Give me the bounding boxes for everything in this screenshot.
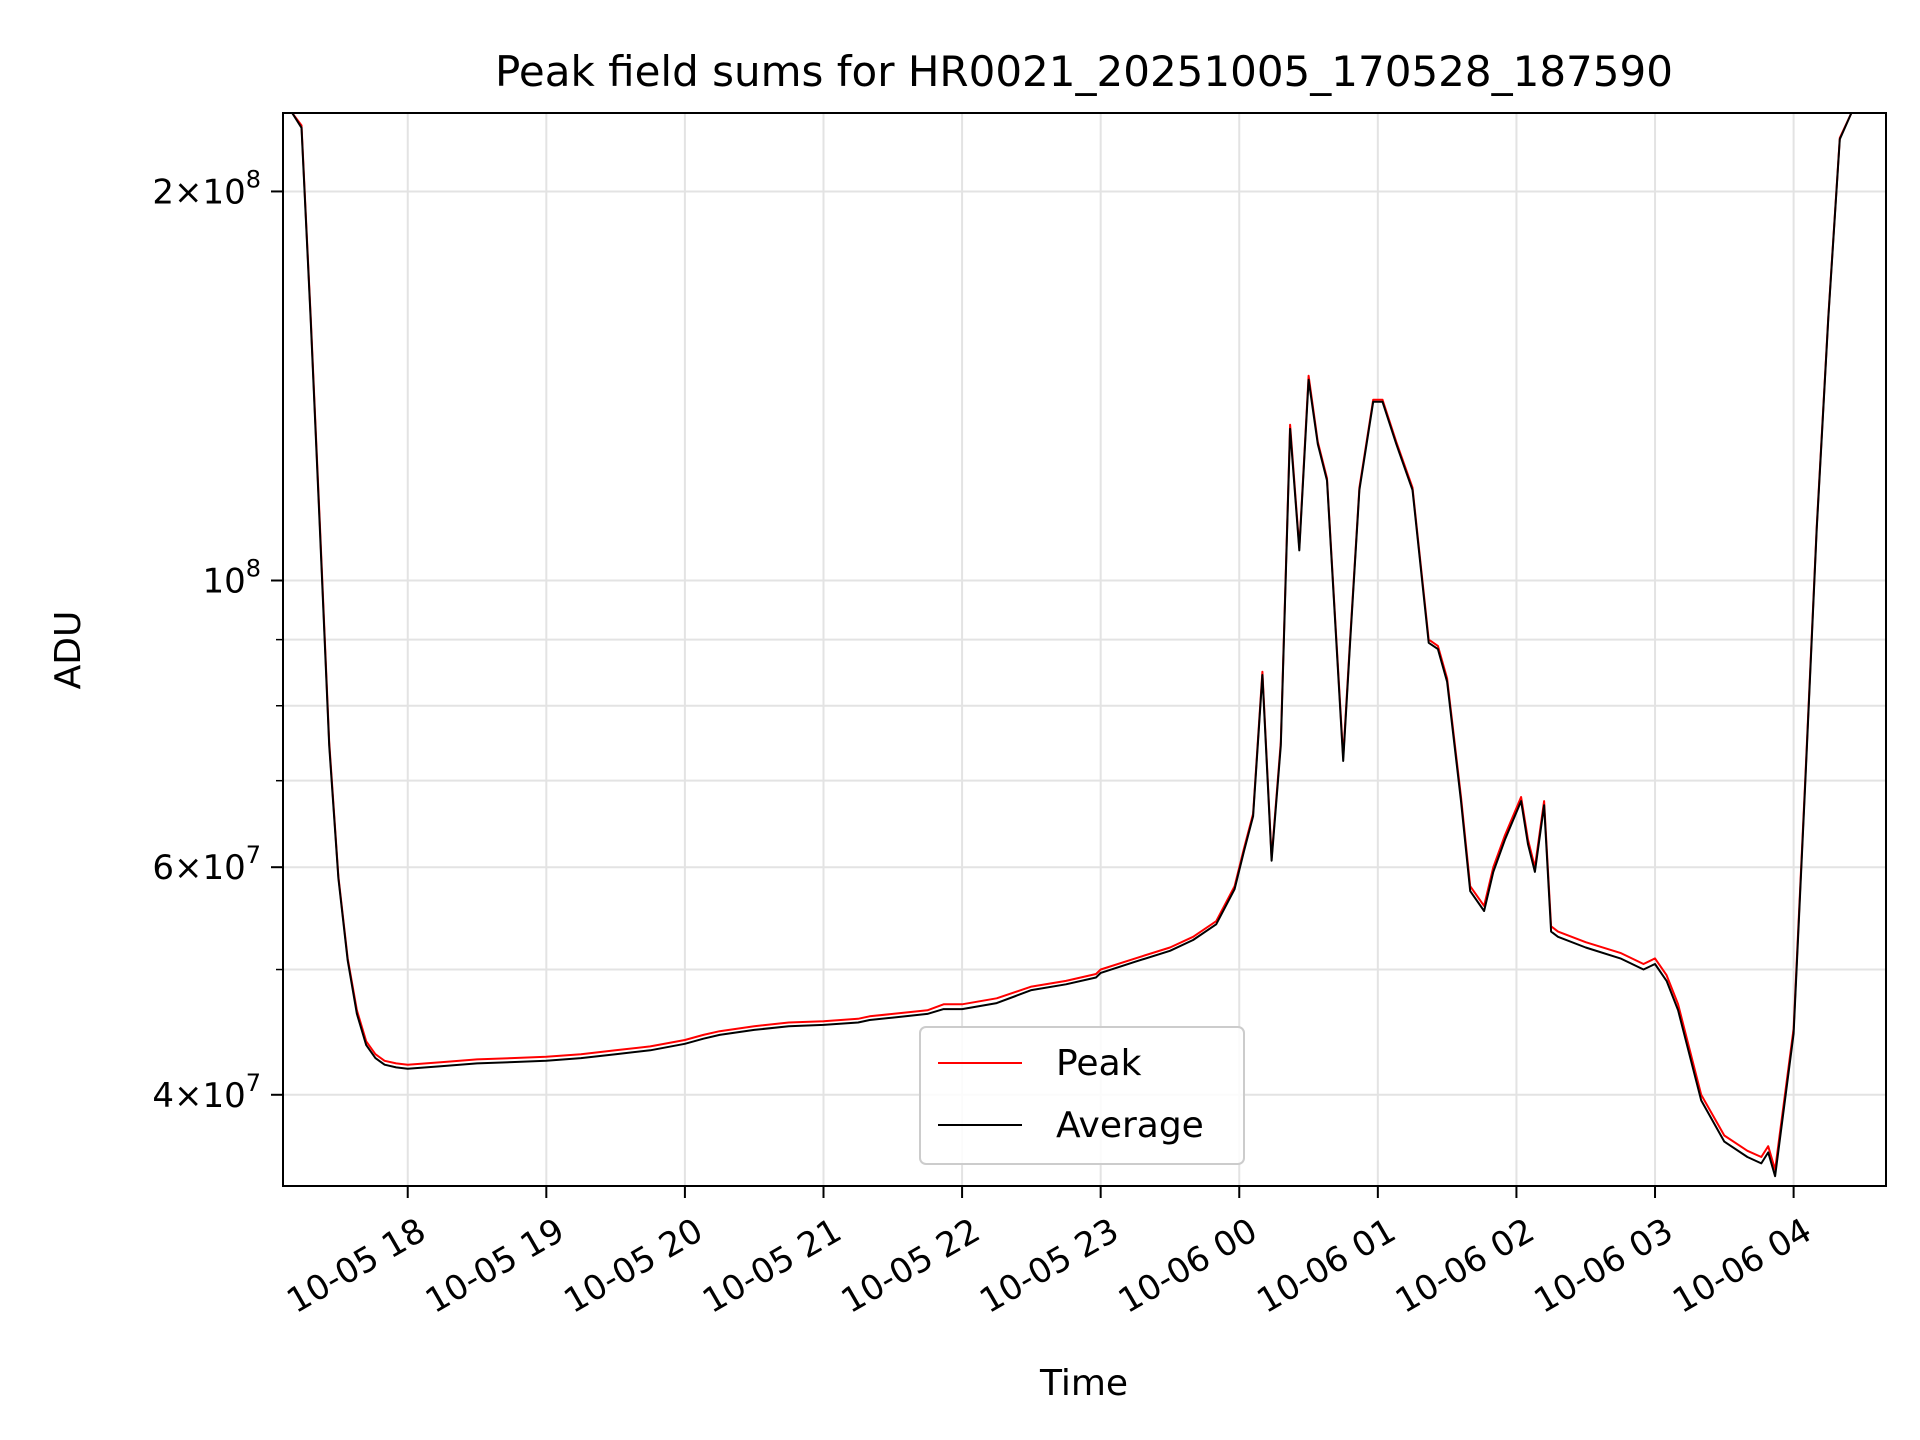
y-tick-label: 4×107 — [152, 1069, 261, 1116]
series-layer — [283, 113, 1886, 1178]
y-tick-label: 108 — [202, 554, 261, 601]
y-axis-label: ADU — [48, 611, 89, 690]
legend: Peak Average — [919, 1026, 1245, 1165]
plot-frame — [282, 112, 1887, 1187]
chart-title: Peak field sums for HR0021_20251005_1705… — [495, 47, 1673, 96]
legend-box — [919, 1026, 1245, 1165]
legend-label-average: Average — [1056, 1105, 1204, 1146]
series-line-average — [283, 113, 1886, 1178]
x-axis-label: Time — [1039, 1363, 1128, 1404]
y-tick-label: 2×108 — [152, 165, 261, 212]
legend-label-peak: Peak — [1056, 1043, 1142, 1084]
y-tick-label: 6×107 — [152, 841, 261, 888]
